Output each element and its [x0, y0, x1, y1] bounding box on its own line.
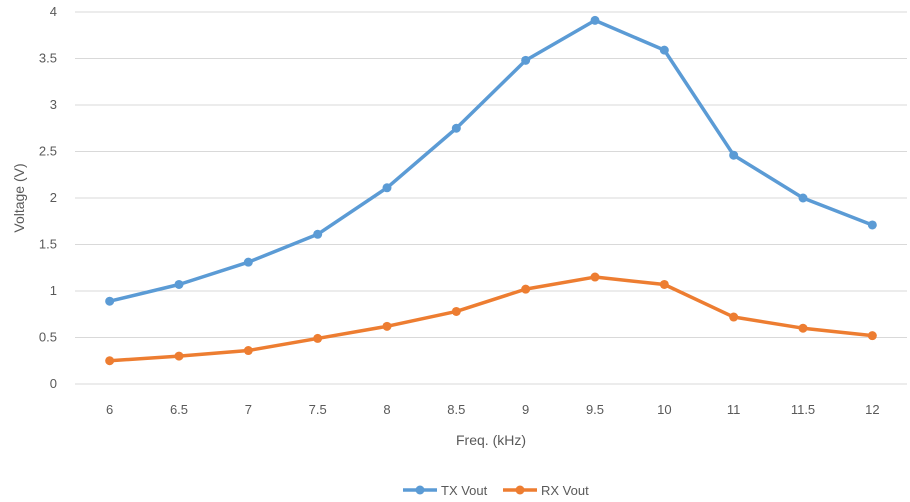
x-tick-label: 10 [657, 402, 671, 417]
gridlines [75, 11, 907, 385]
data-point [451, 123, 461, 133]
data-point [451, 306, 461, 316]
y-tick-label: 4 [50, 4, 57, 19]
data-point [798, 323, 808, 333]
y-tick-label: 3 [50, 97, 57, 112]
data-point [729, 312, 739, 322]
x-tick-label: 9 [522, 402, 529, 417]
data-point [590, 272, 600, 282]
x-tick-label: 6.5 [170, 402, 188, 417]
series-rx-vout [105, 272, 877, 366]
data-point [659, 279, 669, 289]
data-point [798, 193, 808, 203]
x-tick-label: 11 [727, 402, 741, 417]
legend: TX Vout RX Vout [403, 483, 589, 498]
y-tick-label: 0.5 [39, 330, 57, 345]
y-tick-label: 2.5 [39, 144, 57, 159]
data-point [867, 220, 877, 230]
x-tick-label: 7.5 [309, 402, 327, 417]
data-point [105, 356, 115, 366]
data-point [243, 346, 253, 356]
legend-marker [515, 485, 525, 495]
legend-entry: TX Vout [403, 483, 488, 498]
data-point [867, 331, 877, 341]
legend-entry: RX Vout [503, 483, 589, 498]
x-axis-title: Freq. (kHz) [456, 432, 526, 448]
series-tx-vout [105, 15, 877, 306]
y-axis-ticks: 0 0.5 1 1.5 2 2.5 3 3.5 4 [39, 4, 57, 391]
data-point [590, 15, 600, 25]
x-tick-label: 12 [865, 402, 879, 417]
y-tick-label: 1.5 [39, 237, 57, 252]
legend-marker [415, 485, 425, 495]
series-line [107, 18, 875, 303]
series-line [107, 275, 875, 363]
data-point [521, 284, 531, 294]
data-point [382, 321, 392, 331]
data-point [729, 150, 739, 160]
series-lines [105, 15, 877, 366]
legend-label: TX Vout [441, 483, 488, 498]
data-point [243, 257, 253, 267]
data-point [659, 45, 669, 55]
y-tick-label: 3.5 [39, 51, 57, 66]
data-point [382, 183, 392, 193]
data-point [105, 296, 115, 306]
x-tick-label: 6 [106, 402, 113, 417]
y-axis-title: Voltage (V) [11, 163, 27, 232]
x-axis-ticks: 6 6.5 7 7.5 8 8.5 9 9.5 10 11 11.5 12 [106, 402, 880, 417]
y-tick-label: 1 [50, 283, 57, 298]
x-tick-label: 9.5 [586, 402, 604, 417]
data-point [313, 333, 323, 343]
data-point [313, 229, 323, 239]
legend-label: RX Vout [541, 483, 589, 498]
x-tick-label: 8 [383, 402, 390, 417]
x-tick-label: 8.5 [447, 402, 465, 417]
x-tick-label: 7 [245, 402, 252, 417]
y-tick-label: 2 [50, 190, 57, 205]
y-tick-label: 0 [50, 376, 57, 391]
data-point [521, 55, 531, 65]
data-point [174, 351, 184, 361]
data-point [174, 279, 184, 289]
x-tick-label: 11.5 [791, 402, 815, 417]
